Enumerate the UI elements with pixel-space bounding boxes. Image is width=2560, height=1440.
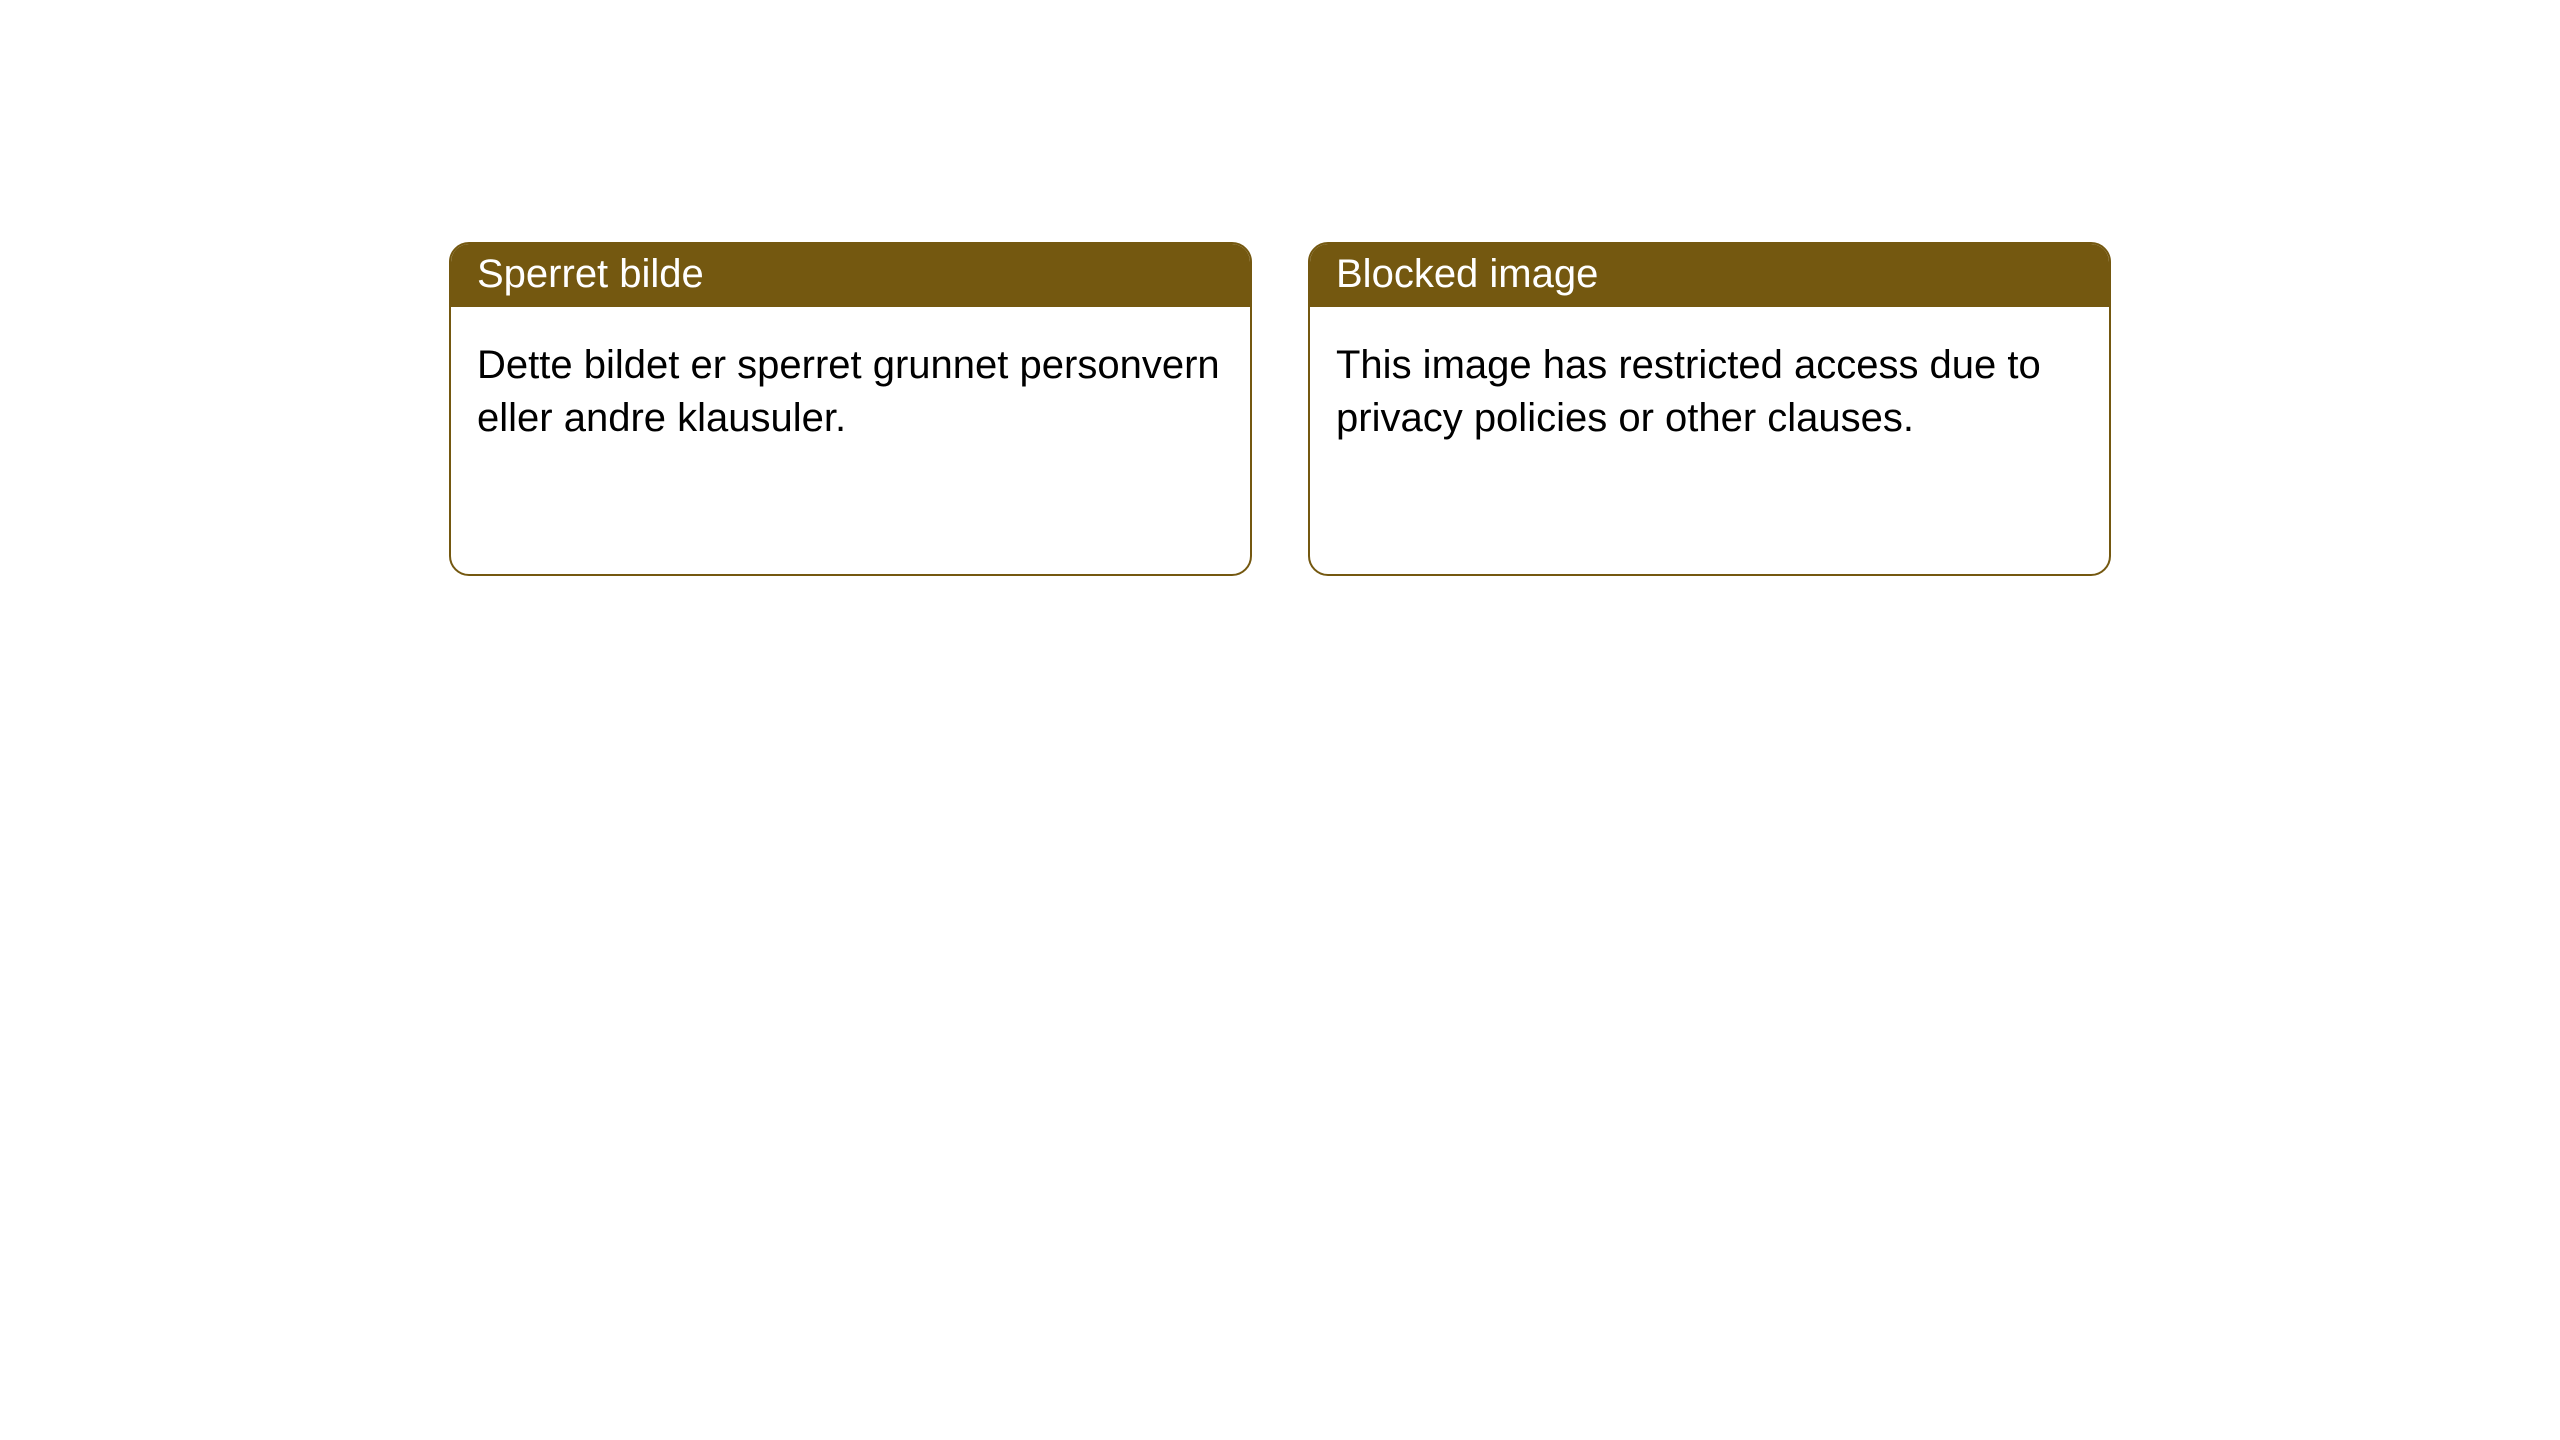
card-body: This image has restricted access due to … bbox=[1310, 307, 2109, 471]
card-header: Sperret bilde bbox=[451, 244, 1250, 307]
notice-container: Sperret bilde Dette bildet er sperret gr… bbox=[0, 0, 2560, 576]
notice-card-english: Blocked image This image has restricted … bbox=[1308, 242, 2111, 576]
card-body-text: Dette bildet er sperret grunnet personve… bbox=[477, 343, 1220, 440]
card-title: Blocked image bbox=[1336, 252, 1598, 296]
card-header: Blocked image bbox=[1310, 244, 2109, 307]
notice-card-norwegian: Sperret bilde Dette bildet er sperret gr… bbox=[449, 242, 1252, 576]
card-title: Sperret bilde bbox=[477, 252, 704, 296]
card-body: Dette bildet er sperret grunnet personve… bbox=[451, 307, 1250, 471]
card-body-text: This image has restricted access due to … bbox=[1336, 343, 2041, 440]
